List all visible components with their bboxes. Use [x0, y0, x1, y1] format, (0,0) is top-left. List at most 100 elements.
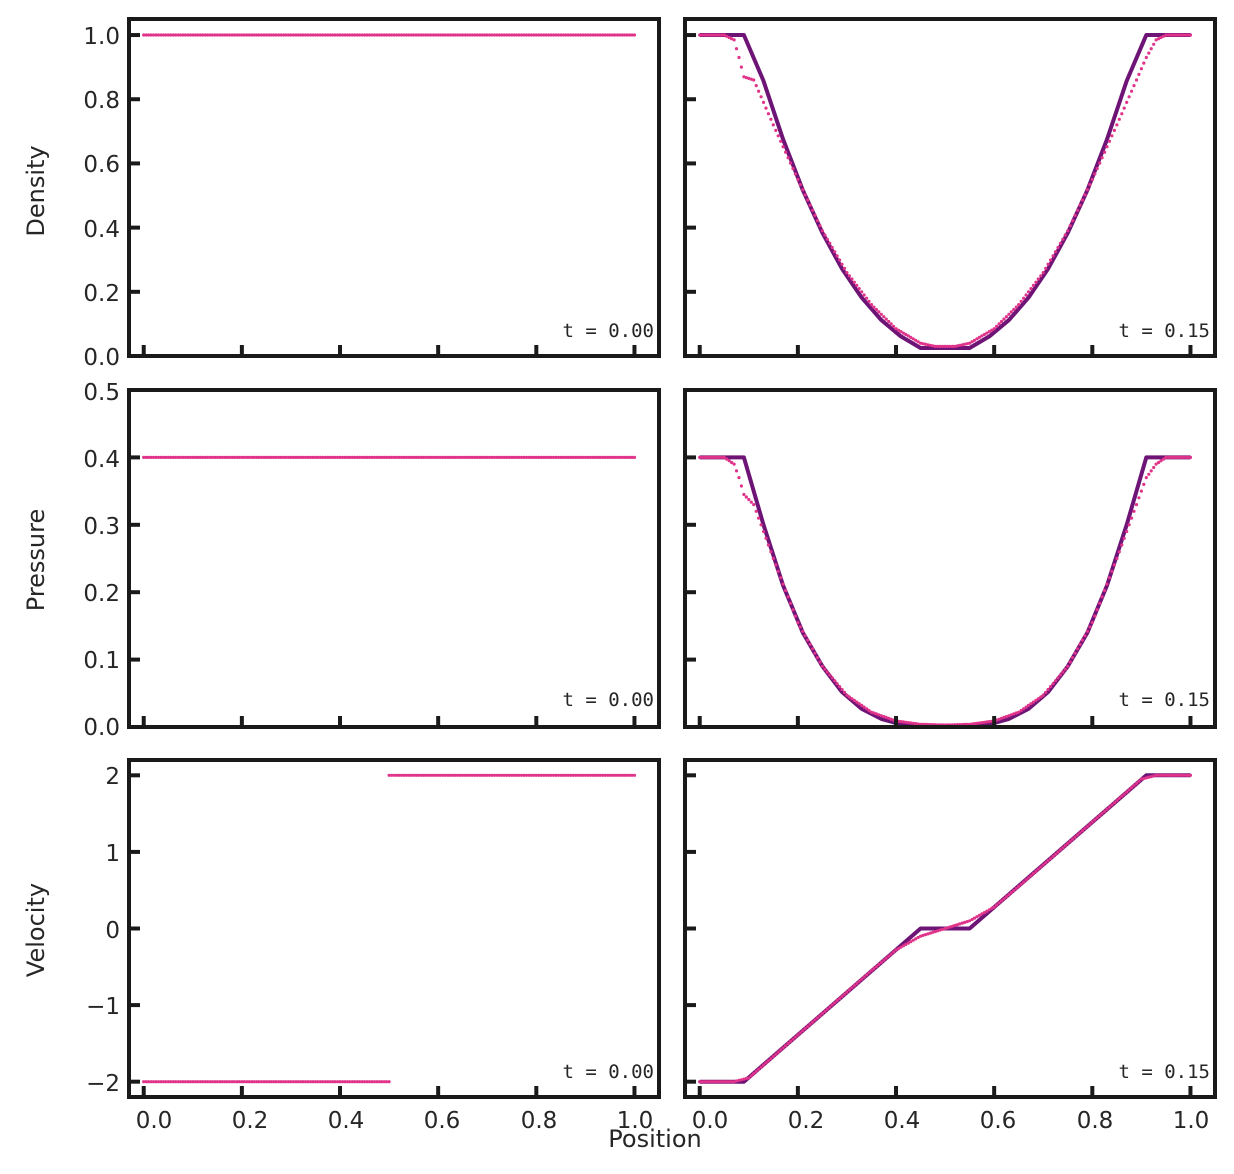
data-point: [581, 773, 585, 777]
data-point: [524, 455, 529, 459]
data-point: [990, 906, 994, 911]
data-point: [1044, 266, 1048, 270]
data-point: [1184, 773, 1188, 777]
data-point: [421, 773, 425, 777]
data-point: [240, 455, 244, 459]
data-point: [892, 950, 896, 954]
data-point: [576, 33, 580, 37]
data-point: [632, 773, 637, 777]
data-point: [850, 697, 854, 701]
data-point: [874, 712, 879, 716]
data-point: [862, 705, 866, 709]
data-point: [1078, 642, 1082, 647]
data-point: [451, 455, 455, 459]
data-point: [485, 773, 489, 777]
data-point: [549, 33, 553, 37]
data-point: [284, 455, 288, 459]
data-point: [208, 1080, 212, 1084]
y-tick-labels-velocity: −2 −1 0 1 2: [86, 764, 120, 1097]
data-point: [419, 33, 423, 37]
data-point: [982, 720, 987, 724]
panel-p11: [698, 455, 1193, 729]
data-point: [1188, 773, 1193, 777]
data-point: [835, 999, 839, 1003]
x-tick-label: 0.8: [1077, 1108, 1114, 1134]
data-point: [909, 335, 913, 339]
data-point: [245, 455, 249, 459]
data-point: [771, 123, 775, 127]
data-point: [191, 455, 195, 459]
data-point: [601, 455, 605, 459]
data-point: [833, 250, 837, 254]
data-point: [402, 455, 406, 459]
data-point: [149, 33, 153, 37]
data-point: [338, 455, 342, 459]
data-point: [603, 33, 607, 37]
data-point: [892, 324, 896, 328]
data-point: [923, 933, 928, 937]
data-point: [186, 455, 190, 459]
data-point: [725, 457, 729, 461]
data-point: [632, 33, 637, 37]
data-point: [613, 773, 617, 777]
data-point: [181, 33, 185, 37]
panel-frames: [127, 17, 1217, 1099]
data-point: [360, 33, 364, 37]
data-point: [551, 773, 556, 777]
data-point: [1063, 233, 1067, 237]
data-point: [786, 156, 790, 160]
data-point: [1076, 833, 1080, 837]
panel-p00: [142, 33, 637, 37]
data-point: [700, 1080, 704, 1084]
data-point: [517, 455, 521, 459]
data-point: [355, 1080, 359, 1084]
data-point: [183, 455, 187, 459]
data-point: [823, 667, 827, 671]
y-tick-label: 0.1: [83, 648, 120, 674]
data-point: [801, 188, 805, 192]
x-tick-label: 0.8: [521, 1108, 558, 1134]
data-point: [1017, 710, 1021, 714]
data-point: [475, 33, 479, 37]
data-point: [1076, 208, 1080, 212]
data-point: [914, 937, 918, 941]
data-point: [264, 455, 268, 459]
data-point: [147, 1080, 151, 1084]
x-tick-label: 0.4: [884, 1108, 921, 1134]
data-point: [877, 310, 881, 314]
data-point: [453, 773, 457, 777]
data-point: [803, 634, 807, 638]
data-point: [1134, 503, 1139, 507]
data-point: [439, 33, 443, 37]
data-point: [532, 773, 536, 777]
data-point: [591, 455, 595, 459]
data-point: [566, 33, 570, 37]
data-point: [282, 455, 286, 459]
data-point: [784, 1044, 788, 1048]
data-point: [759, 1065, 763, 1069]
data-point: [387, 33, 391, 37]
data-point: [448, 33, 452, 37]
data-point: [255, 455, 259, 459]
data-point: [578, 33, 583, 37]
data-point: [1100, 156, 1104, 160]
data-point: [700, 455, 704, 459]
data-point: [975, 337, 979, 341]
data-point: [980, 334, 984, 338]
data-point: [1002, 317, 1006, 321]
data-point: [353, 1080, 357, 1084]
data-point: [559, 33, 563, 37]
data-point: [1083, 826, 1087, 831]
data-point: [451, 773, 455, 777]
data-point: [791, 167, 795, 171]
data-point: [928, 343, 933, 347]
data-point: [784, 588, 788, 593]
data-point: [615, 33, 619, 37]
x-tick-labels-left: 0.0 0.2 0.4 0.6 0.8 1.0: [136, 1108, 654, 1134]
data-point: [1071, 219, 1075, 223]
data-point: [257, 1080, 261, 1084]
data-point: [1174, 33, 1178, 37]
data-point: [564, 455, 568, 459]
data-point: [970, 917, 974, 922]
data-point: [749, 500, 753, 504]
